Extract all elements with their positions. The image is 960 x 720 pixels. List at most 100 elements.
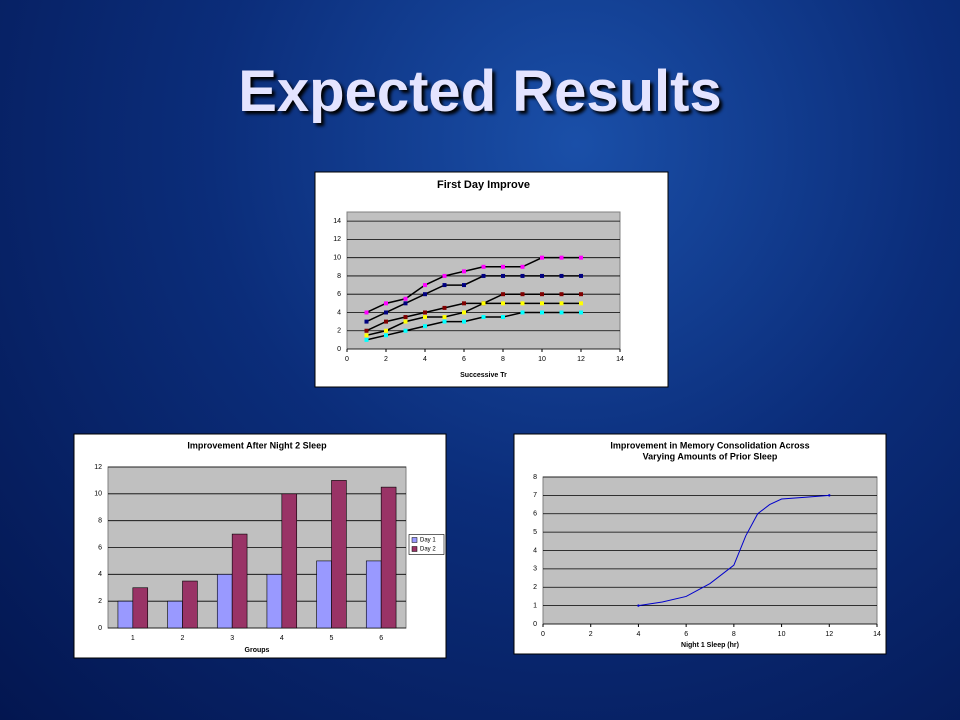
bar bbox=[132, 587, 149, 629]
x-tick-label: 10 bbox=[778, 631, 786, 638]
point bbox=[442, 283, 447, 288]
y-tick-label: 8 bbox=[98, 518, 102, 525]
y-tick-label: 4 bbox=[337, 309, 341, 316]
y-tick-label: 10 bbox=[94, 491, 102, 498]
chart-title: Varying Amounts of Prior Sleep bbox=[643, 451, 778, 461]
point bbox=[423, 324, 427, 329]
bar bbox=[117, 600, 134, 629]
bar bbox=[231, 533, 248, 629]
x-axis-label: Successive Tr bbox=[460, 372, 507, 379]
point bbox=[423, 283, 427, 288]
x-tick-label: 5 bbox=[330, 635, 334, 642]
y-tick-label: 6 bbox=[337, 291, 341, 298]
x-tick-label: 4 bbox=[280, 635, 284, 642]
trend-line bbox=[366, 293, 581, 332]
point bbox=[579, 273, 583, 278]
x-tick-label: 1 bbox=[131, 635, 135, 642]
point bbox=[403, 328, 408, 333]
point bbox=[579, 292, 583, 297]
x-tick-label: 14 bbox=[616, 356, 624, 363]
point bbox=[540, 310, 544, 315]
point bbox=[364, 310, 369, 315]
point bbox=[364, 333, 369, 338]
trend-line bbox=[366, 311, 581, 341]
y-tick-label: 4 bbox=[533, 547, 537, 554]
point bbox=[462, 319, 466, 324]
point bbox=[501, 264, 505, 269]
x-tick-label: 4 bbox=[423, 356, 427, 363]
x-tick-label: 2 bbox=[181, 635, 185, 642]
point bbox=[442, 319, 447, 324]
point bbox=[462, 310, 466, 315]
point bbox=[559, 310, 564, 315]
x-axis-label: Groups bbox=[245, 647, 270, 654]
x-tick-label: 12 bbox=[577, 356, 585, 363]
y-tick-label: 10 bbox=[333, 255, 341, 262]
y-tick-label: 12 bbox=[94, 464, 102, 471]
point bbox=[540, 273, 544, 278]
bar bbox=[167, 600, 183, 629]
point bbox=[501, 301, 505, 306]
point bbox=[579, 255, 583, 260]
legend-label: Day 1 bbox=[420, 538, 436, 544]
y-tick-label: 4 bbox=[98, 571, 102, 578]
chart-title: First Day Improve bbox=[437, 179, 530, 191]
legend-swatch bbox=[411, 537, 418, 543]
chart-title: Improvement After Night 2 Sleep bbox=[187, 440, 327, 450]
x-tick-label: 0 bbox=[541, 631, 545, 638]
point bbox=[364, 328, 369, 333]
x-tick-label: 6 bbox=[462, 356, 466, 363]
point bbox=[540, 255, 544, 260]
point bbox=[559, 292, 564, 297]
y-tick-label: 2 bbox=[98, 598, 102, 605]
point bbox=[520, 292, 525, 297]
y-tick-label: 12 bbox=[333, 236, 341, 243]
y-tick-label: 8 bbox=[337, 273, 341, 280]
point bbox=[462, 301, 466, 306]
point bbox=[364, 319, 369, 324]
y-tick-label: 6 bbox=[533, 511, 537, 518]
point bbox=[559, 301, 564, 306]
y-tick-label: 0 bbox=[337, 346, 341, 353]
point bbox=[384, 333, 388, 338]
bar bbox=[316, 560, 332, 629]
y-tick-label: 2 bbox=[337, 328, 341, 335]
chart-title: Improvement in Memory Consolidation Acro… bbox=[610, 440, 809, 450]
point bbox=[579, 310, 583, 315]
point bbox=[520, 273, 525, 278]
x-tick-label: 6 bbox=[684, 631, 688, 638]
x-tick-label: 12 bbox=[825, 631, 833, 638]
point bbox=[481, 301, 486, 306]
x-axis-label: Night 1 Sleep (hr) bbox=[681, 642, 739, 649]
point bbox=[462, 283, 466, 288]
point bbox=[540, 301, 544, 306]
bar bbox=[182, 580, 198, 629]
point bbox=[481, 315, 486, 320]
y-tick-label: 8 bbox=[533, 474, 537, 481]
y-tick-label: 14 bbox=[333, 218, 341, 225]
point bbox=[423, 310, 427, 315]
point bbox=[384, 328, 388, 333]
point bbox=[442, 315, 447, 320]
x-tick-label: 0 bbox=[345, 356, 349, 363]
point bbox=[559, 255, 564, 260]
x-tick-label: 4 bbox=[636, 631, 640, 638]
end-point bbox=[637, 604, 640, 607]
point bbox=[403, 296, 408, 301]
legend bbox=[408, 534, 445, 555]
point bbox=[559, 273, 564, 278]
point bbox=[442, 305, 447, 310]
point bbox=[501, 315, 505, 320]
x-tick-label: 8 bbox=[501, 356, 505, 363]
legend-swatch bbox=[411, 546, 418, 552]
plot-area bbox=[346, 211, 621, 350]
x-tick-label: 3 bbox=[230, 635, 234, 642]
x-tick-label: 6 bbox=[379, 635, 383, 642]
bar bbox=[331, 480, 347, 629]
slide-title: Expected Results bbox=[238, 59, 722, 124]
y-tick-label: 0 bbox=[98, 625, 102, 632]
bar bbox=[216, 574, 233, 629]
point bbox=[364, 337, 369, 342]
x-tick-label: 8 bbox=[732, 631, 736, 638]
